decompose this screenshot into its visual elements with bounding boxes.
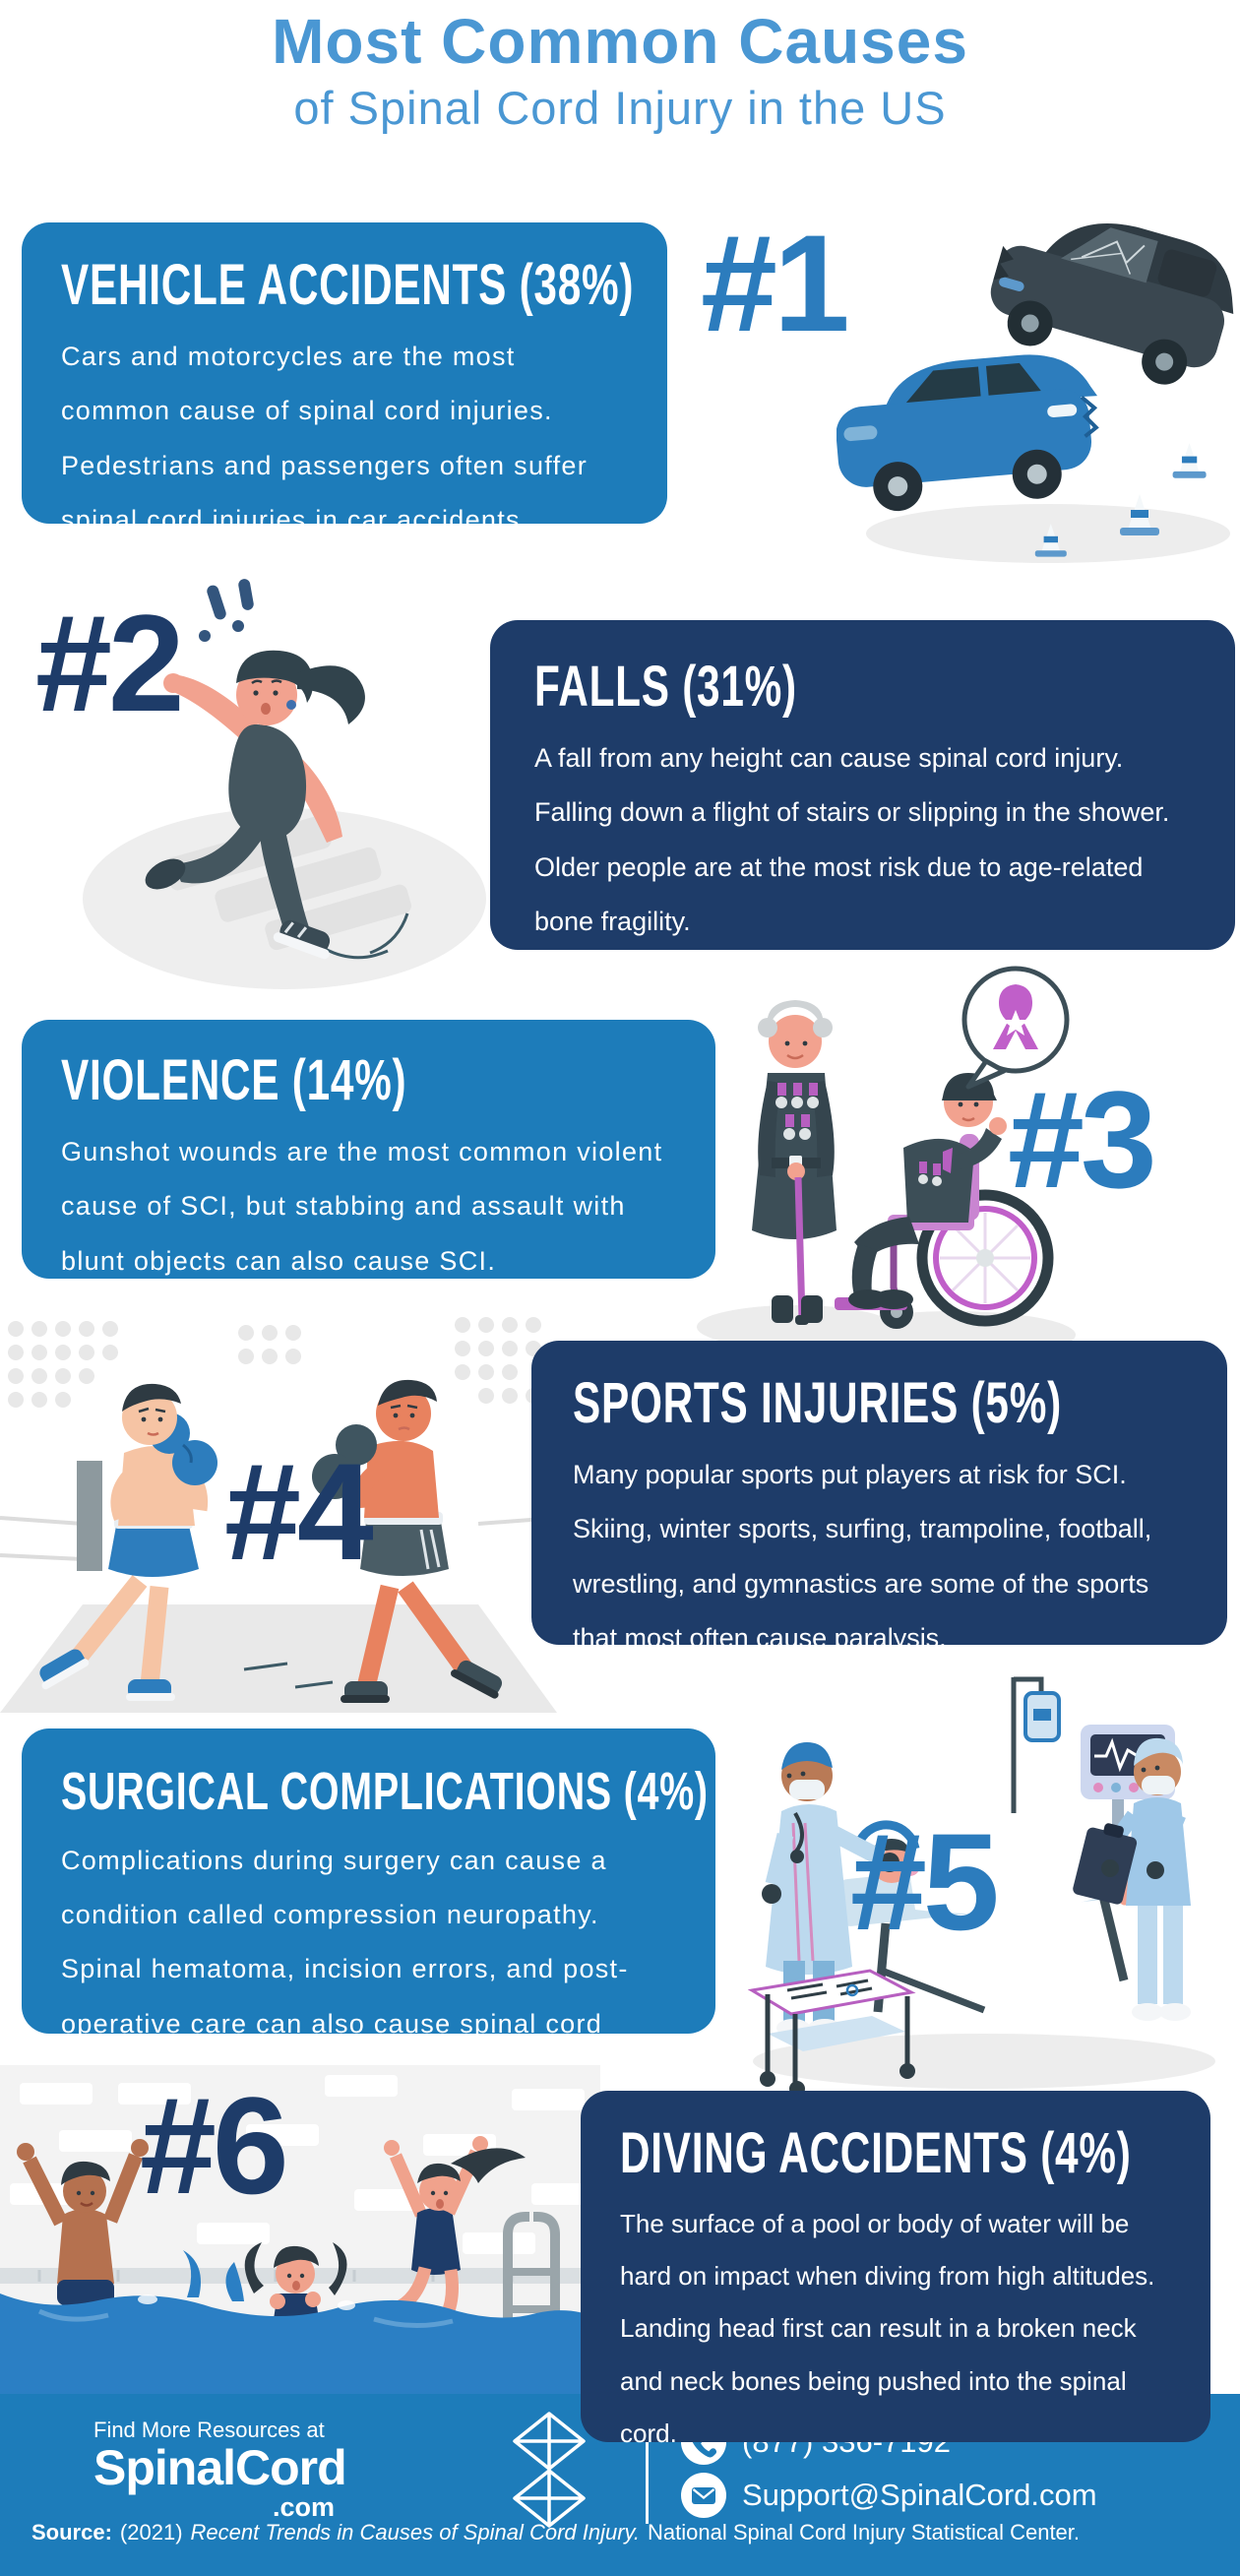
sports-injuries-body: Many popular sports put players at risk … (573, 1459, 1152, 1653)
violence-body: Gunshot wounds are the most common viole… (61, 1136, 663, 1276)
surgical-complications-card: SURGICAL COMPLICATIONS (4%) Complication… (22, 1728, 715, 2093)
veteran-woman (752, 1000, 837, 1325)
sports-injuries-heading: SPORTS INJURIES (5%) (573, 1371, 1062, 1435)
spinalcord-logo (513, 2412, 586, 2528)
falling-person-illustration (83, 579, 486, 989)
exclamation-icon (199, 579, 254, 642)
source-line: Source: (2021) Recent Trends in Causes of … (31, 2520, 1080, 2545)
source-label: Source: (31, 2520, 112, 2545)
diving-accidents-heading: DIVING ACCIDENTS (4%) (620, 2121, 1132, 2185)
brand-suffix: .com (272, 2492, 335, 2522)
title-line1: Most Common Causes (272, 6, 968, 77)
title-line2: of Spinal Cord Injury in the US (293, 82, 947, 134)
footer-divider (646, 2414, 649, 2524)
source-title: Recent Trends in Causes of Spinal Cord I… (190, 2520, 641, 2545)
awareness-ribbon-icon (961, 966, 1070, 1090)
boxer-left (39, 1383, 217, 1701)
falls-heading: FALLS (31%) (534, 655, 797, 719)
traffic-cone (1120, 494, 1159, 535)
brand-text: SpinalCord (93, 2440, 347, 2495)
email-row: Support@SpinalCord.com (681, 2473, 1097, 2518)
vehicle-accidents-body: Cars and motorcycles are the most common… (61, 341, 589, 534)
email-address: Support@SpinalCord.com (742, 2478, 1097, 2512)
vehicle-accidents-heading: VEHICLE ACCIDENTS (38%) (61, 253, 635, 317)
surgical-complications-heading: SURGICAL COMPLICATIONS (4%) (61, 1762, 709, 1821)
veterans-wheelchair-illustration (697, 966, 1076, 1358)
swimmer-girl-water (244, 2242, 347, 2319)
source-year: (2021) (119, 2520, 183, 2545)
swimmer-man (17, 2139, 149, 2305)
blue-car (837, 354, 1099, 512)
diving-accidents-card: DIVING ACCIDENTS (4%) The surface of a p… (581, 2091, 1210, 2448)
rank-4-label: #4 (224, 1434, 374, 1589)
traffic-cone (1034, 524, 1067, 557)
rank-5-label: #5 (850, 1804, 1000, 1959)
medals (775, 1083, 819, 1140)
traffic-cone (1172, 443, 1207, 478)
boxing-match-illustration (0, 1317, 557, 1713)
violence-card: VIOLENCE (14%) Gunshot wounds are the mo… (22, 1020, 715, 1279)
car-crash-illustration (837, 223, 1234, 563)
mail-icon (681, 2473, 726, 2518)
violence-heading: VIOLENCE (14%) (61, 1048, 407, 1112)
sports-injuries-card: SPORTS INJURIES (5%) Many popular sports… (531, 1341, 1227, 1653)
vehicle-accidents-card: VEHICLE ACCIDENTS (38%) Cars and motorcy… (22, 222, 667, 534)
footer-tagline: Find More Resources at (93, 2418, 325, 2442)
source-publisher: National Spinal Cord Injury Statistical … (648, 2520, 1081, 2545)
brand-name: SpinalCord (93, 2439, 347, 2496)
page-title: Most Common Causes of Spinal Cord Injury… (0, 10, 1240, 135)
pool-diving-illustration (0, 2065, 600, 2400)
diving-accidents-body: The surface of a pool or body of water w… (620, 2208, 1155, 2449)
rank-3-label: #3 (1008, 1062, 1157, 1217)
rank-6-label: #6 (140, 2068, 289, 2223)
falls-body: A fall from any height can cause spinal … (534, 742, 1170, 936)
rank-2-label: #2 (35, 586, 185, 740)
swimmer-girl-jumping (384, 2136, 526, 2332)
surgery-illustration (747, 1676, 1215, 2097)
rank-1-label: #1 (701, 206, 850, 360)
iv-drip (1011, 1676, 1061, 1813)
boxer-right (312, 1379, 503, 1703)
nurse (1073, 1737, 1191, 2021)
falls-card: FALLS (31%) A fall from any height can c… (490, 620, 1235, 950)
dark-suv (990, 223, 1234, 385)
